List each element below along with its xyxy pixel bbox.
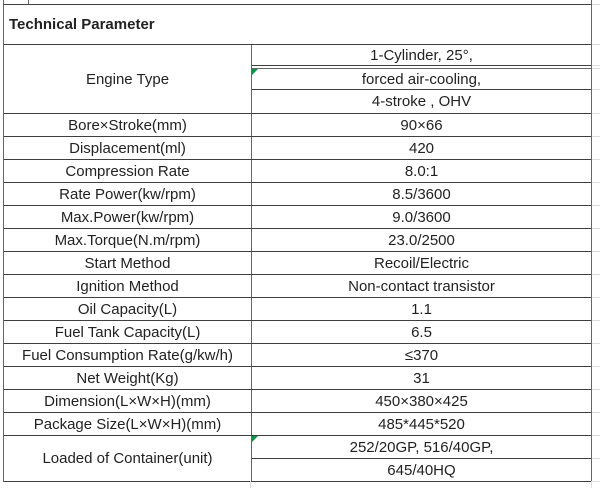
table-title: Technical Parameter — [9, 16, 155, 33]
row-fuel-consumption-rate: Fuel Consumption Rate(g/kw/h) ≤370 — [4, 344, 600, 367]
container-value-line2: 645/40HQ — [387, 461, 456, 479]
row-loaded-of-container: Loaded of Container(unit) 252/20GP, 516/… — [4, 436, 600, 482]
row-label: Max.Power(kw/rpm) — [4, 206, 252, 228]
row-label: Net Weight(Kg) — [4, 367, 252, 389]
row-net-weight: Net Weight(Kg) 31 — [4, 367, 600, 390]
row-displacement: Displacement(ml) 420 — [4, 137, 600, 160]
grid-stub-top-mid — [28, 0, 29, 4]
row-label: Max.Torque(N.m/rpm) — [4, 229, 252, 251]
row-label: Fuel Consumption Rate(g/kw/h) — [4, 344, 252, 366]
row-max-torque: Max.Torque(N.m/rpm) 23.0/2500 — [4, 229, 600, 252]
row-label: Displacement(ml) — [4, 137, 252, 159]
technical-parameter-table: Technical Parameter Engine Type 1-Cylind… — [3, 4, 600, 482]
grid-stub-right-ext — [592, 4, 600, 5]
row-value: 420 — [408, 139, 435, 157]
comment-flag-icon — [252, 69, 258, 75]
row-label: Rate Power(kw/rpm) — [4, 183, 252, 205]
container-values: 252/20GP, 516/40GP, 645/40HQ — [252, 436, 600, 481]
row-value: ≤370 — [404, 346, 439, 364]
comment-flag-icon — [252, 436, 258, 442]
row-label: Engine Type — [4, 45, 252, 113]
engine-type-values: 1-Cylinder, 25°, forced air-cooling, 4-s… — [252, 45, 600, 113]
row-label: Loaded of Container(unit) — [4, 436, 252, 481]
engine-type-value-line2-text: forced air-cooling, — [361, 70, 482, 88]
row-label: Ignition Method — [4, 275, 252, 297]
row-bore-stroke: Bore×Stroke(mm) 90×66 — [4, 114, 600, 137]
row-start-method: Start Method Recoil/Electric — [4, 252, 600, 275]
row-value: 8.0:1 — [404, 162, 439, 180]
row-label: Fuel Tank Capacity(L) — [4, 321, 252, 343]
container-value-line1-text: 252/20GP, 516/40GP, — [349, 438, 494, 456]
row-value: 23.0/2500 — [388, 231, 455, 249]
row-value: 1.1 — [411, 300, 432, 318]
row-value: 450×380×425 — [375, 392, 468, 410]
row-engine-type: Engine Type 1-Cylinder, 25°, forced air-… — [4, 45, 600, 114]
row-label: Start Method — [4, 252, 252, 274]
row-value: 90×66 — [400, 116, 443, 134]
row-label: Oil Capacity(L) — [4, 298, 252, 320]
row-value: Recoil/Electric — [373, 254, 470, 272]
row-value: 6.5 — [411, 323, 432, 341]
row-dimension: Dimension(L×W×H)(mm) 450×380×425 — [4, 390, 600, 413]
grid-stub-bottom-mid — [250, 481, 251, 488]
row-value: 485*445*520 — [378, 415, 465, 433]
row-label: Package Size(L×W×H)(mm) — [4, 413, 252, 435]
row-fuel-tank-capacity: Fuel Tank Capacity(L) 6.5 — [4, 321, 600, 344]
row-value: Non-contact transistor — [348, 277, 495, 295]
row-package-size: Package Size(L×W×H)(mm) 485*445*520 — [4, 413, 600, 436]
row-label: Bore×Stroke(mm) — [4, 114, 252, 136]
grid-stub-top-left — [3, 0, 4, 4]
grid-spacer — [252, 66, 600, 69]
row-label: Dimension(L×W×H)(mm) — [4, 390, 252, 412]
row-max-power: Max.Power(kw/rpm) 9.0/3600 — [4, 206, 600, 229]
row-value: 9.0/3600 — [392, 208, 451, 226]
row-value: 8.5/3600 — [392, 185, 451, 203]
row-rate-power: Rate Power(kw/rpm) 8.5/3600 — [4, 183, 600, 206]
engine-type-value-line1: 1-Cylinder, 25°, — [252, 45, 600, 66]
row-oil-capacity: Oil Capacity(L) 1.1 — [4, 298, 600, 321]
engine-type-value-line3: 4-stroke , OHV — [371, 93, 472, 110]
table-title-row: Technical Parameter — [4, 5, 600, 45]
grid-stub-bottom-right — [591, 481, 592, 488]
grid-stub-top-right — [591, 0, 592, 4]
engine-type-value-line2: forced air-cooling, — [252, 69, 600, 90]
container-value-line1: 252/20GP, 516/40GP, — [252, 436, 600, 459]
row-compression-rate: Compression Rate 8.0:1 — [4, 160, 600, 183]
row-value: 31 — [413, 369, 430, 387]
row-label: Compression Rate — [4, 160, 252, 182]
row-ignition-method: Ignition Method Non-contact transistor — [4, 275, 600, 298]
